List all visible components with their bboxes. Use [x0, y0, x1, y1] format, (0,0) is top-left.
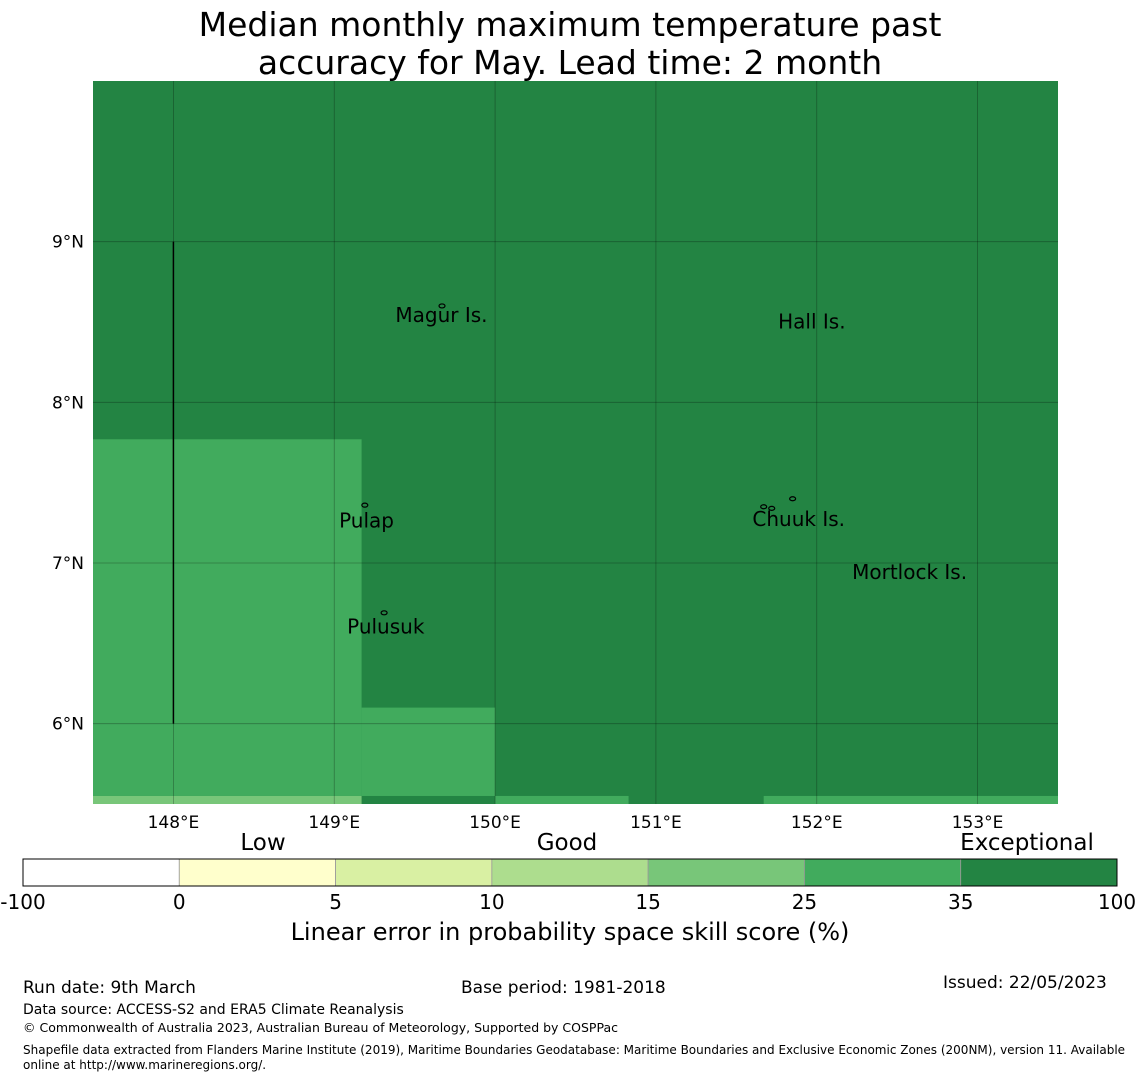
place-label: Mortlock Is.: [852, 560, 967, 584]
colorbar-tick-label: 25: [791, 890, 818, 914]
colorbar-tick-label: 10: [479, 890, 505, 914]
data-source: Data source: ACCESS-S2 and ERA5 Climate …: [23, 1002, 404, 1018]
colorbar-frame: [22, 858, 1118, 887]
title-line-2: accuracy for May. Lead time: 2 month: [257, 43, 883, 82]
map-plot: Magur Is. Hall Is. Pulap Chuuk Is. Mortlock …: [52, 81, 1058, 830]
place-label: Chuuk Is.: [752, 507, 845, 531]
base-period: Base period: 1981-2018: [461, 978, 666, 998]
place-label: Magur Is.: [395, 303, 487, 327]
lat-tick-label: 9°N: [52, 233, 84, 253]
chart-title: Median monthly maximum temperature past …: [0, 6, 1140, 82]
colorbar-bin: [491, 858, 649, 887]
colorbar-bin: [960, 858, 1118, 887]
lat-tick-label: 8°N: [52, 393, 84, 413]
legend-category-label: Exceptional: [960, 830, 1094, 856]
shapefile-credit-line-2: online at http://www.marineregions.org/.: [23, 1058, 267, 1072]
colorbar-bin: [335, 858, 493, 887]
island-outline: [438, 303, 446, 309]
skill-region-3: [495, 795, 629, 804]
colorbar-bin: [804, 858, 962, 887]
place-label: Pulap: [339, 509, 394, 533]
lon-tick-label: 153°E: [952, 813, 1004, 830]
title-line-1: Median monthly maximum temperature past: [198, 5, 942, 44]
colorbar-bin: [647, 858, 805, 887]
lon-tick-label: 148°E: [148, 813, 200, 830]
skill-region-0: [93, 439, 362, 796]
skill-region-2: [93, 795, 362, 804]
island-outline: [760, 504, 768, 510]
lon-tick-label: 149°E: [308, 813, 360, 830]
island-outline: [380, 610, 388, 616]
lon-tick-label: 152°E: [791, 813, 843, 830]
lon-tick-label: 151°E: [630, 813, 682, 830]
copyright: © Commonwealth of Australia 2023, Austra…: [23, 1020, 618, 1035]
colorbar-tick-label: 100: [1097, 890, 1137, 914]
colorbar-tick-label: -100: [0, 890, 46, 914]
legend-category-label: Low: [240, 830, 286, 856]
colorbar: [22, 858, 1118, 887]
island-outline: [361, 502, 369, 508]
lat-tick-label: 7°N: [52, 554, 84, 574]
lon-tick-label: 150°E: [469, 813, 521, 830]
lat-tick-label: 6°N: [52, 715, 84, 735]
place-label: Pulusuk: [347, 615, 425, 639]
run-date: Run date: 9th March: [23, 978, 196, 998]
colorbar-label: Linear error in probability space skill …: [290, 918, 850, 946]
colorbar-bin: [178, 858, 336, 887]
colorbar-tick-label: 5: [329, 890, 342, 914]
colorbar-bin: [22, 858, 180, 887]
island-outline: [768, 505, 776, 511]
skill-region-1: [361, 707, 496, 796]
shapefile-credit-line-1: Shapefile data extracted from Flanders M…: [23, 1043, 1126, 1057]
colorbar-tick-label: 0: [172, 890, 186, 914]
issued-date: Issued: 22/05/2023: [943, 973, 1107, 993]
island-outline: [789, 496, 797, 502]
skill-region-4: [763, 795, 1058, 804]
legend-category-label: Good: [536, 830, 598, 856]
place-label: Hall Is.: [778, 309, 845, 333]
colorbar-tick-label: 35: [947, 890, 974, 914]
colorbar-tick-label: 15: [635, 890, 661, 914]
